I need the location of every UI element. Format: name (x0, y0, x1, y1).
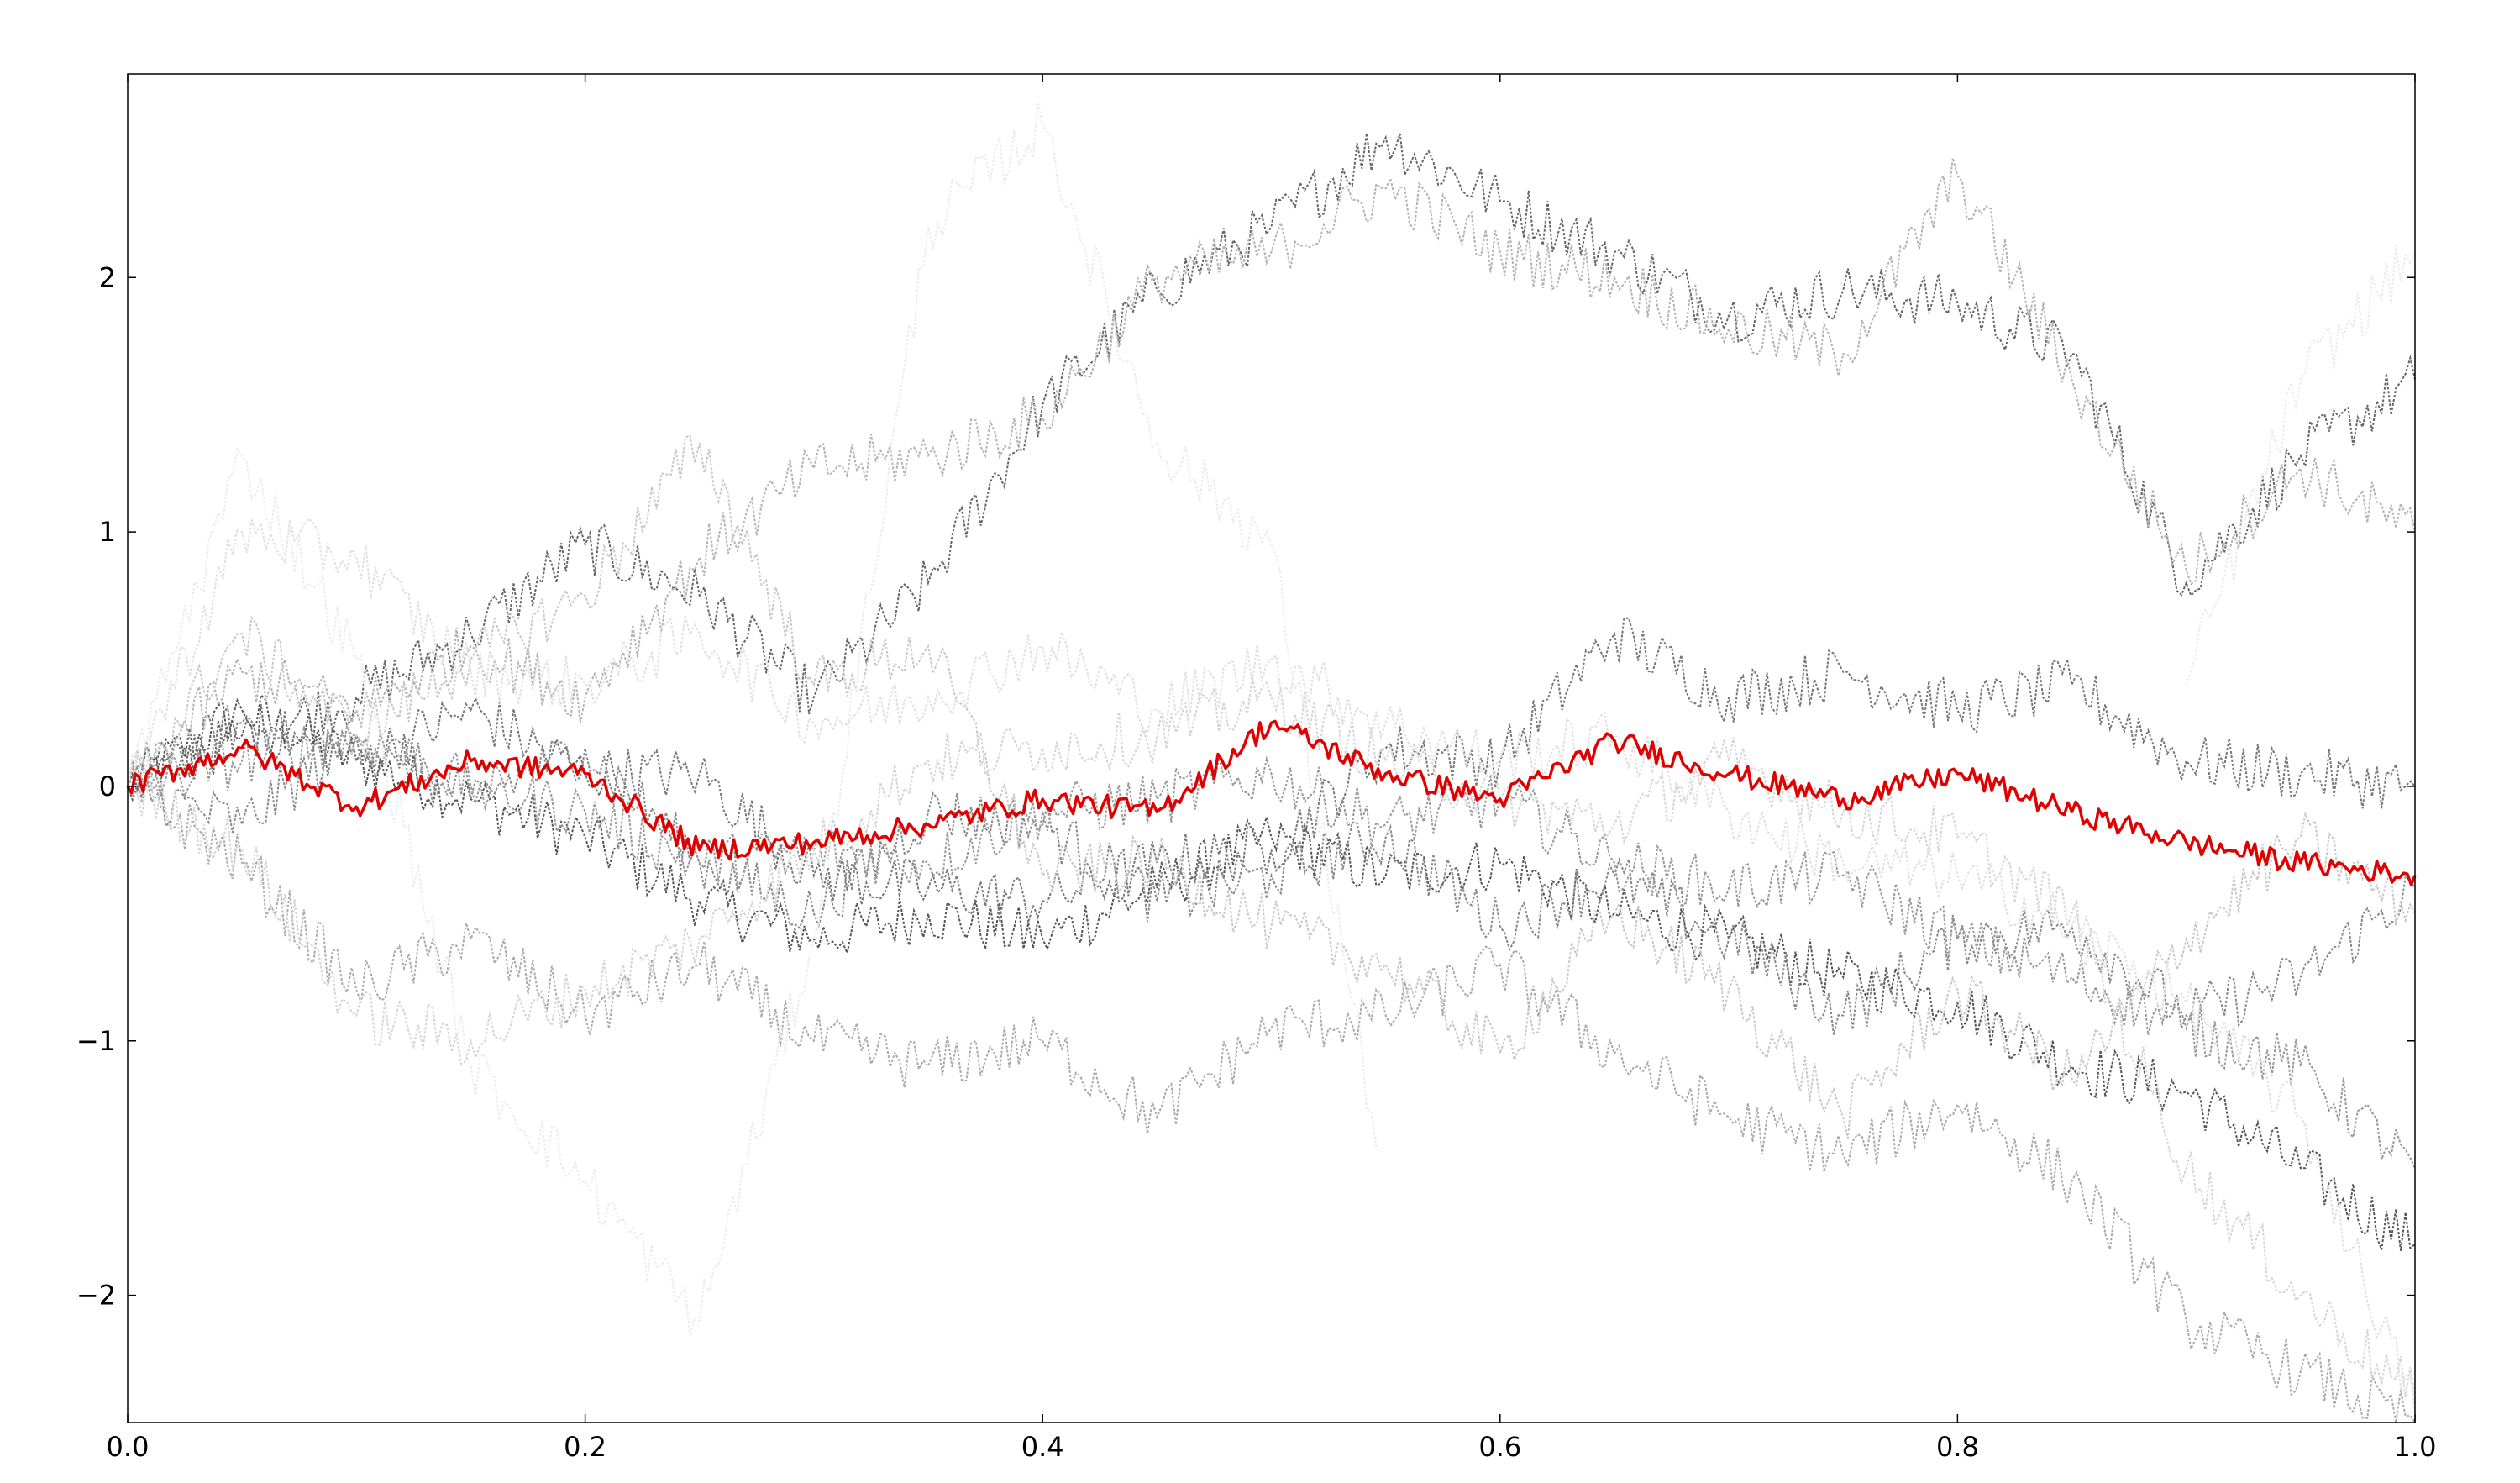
series-line-7 (127, 157, 2416, 798)
series-line-10 (127, 517, 2416, 1411)
y-tick-label: 0 (99, 770, 116, 802)
y-tick-label: −2 (76, 1280, 116, 1312)
x-tick-label: 1.0 (2394, 1431, 2437, 1463)
series-line-6 (127, 760, 2416, 1423)
series-line-2 (127, 133, 2416, 802)
x-tick-label: 0.2 (564, 1431, 606, 1463)
x-axis: 0.0 0.2 0.4 0.6 0.8 1.0 (107, 74, 2437, 1463)
series-line-11 (127, 102, 2416, 1336)
series-line-5 (127, 724, 2416, 1169)
x-tick-label: 0.4 (1021, 1431, 1064, 1463)
series-line-4 (127, 728, 2416, 1035)
highlight-layer (126, 719, 2417, 886)
y-tick-label: −1 (76, 1025, 116, 1057)
series-line-1 (127, 693, 2416, 1251)
y-axis: −2 −1 0 1 2 (76, 261, 2415, 1312)
series-line-8 (127, 434, 2416, 1139)
series-line-9 (127, 676, 2416, 1398)
y-tick-label: 2 (99, 261, 116, 293)
plot-frame (127, 73, 2416, 1423)
series-layer (127, 102, 2416, 1423)
y-tick-label: 1 (99, 516, 116, 548)
series-line-3 (127, 617, 2416, 923)
x-tick-label: 0.0 (107, 1431, 150, 1463)
x-tick-label: 0.6 (1478, 1431, 1521, 1463)
x-tick-label: 0.8 (1936, 1431, 1979, 1463)
highlight-line (126, 719, 2417, 886)
